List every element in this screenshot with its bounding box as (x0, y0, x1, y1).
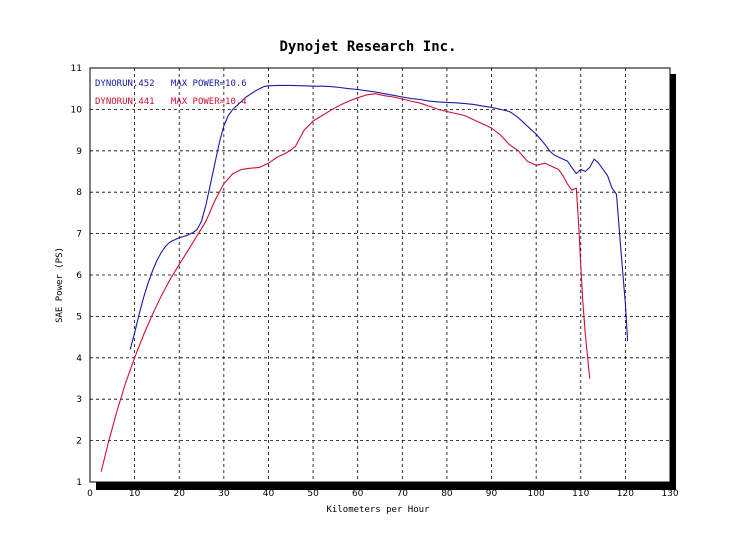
y-tick-label: 7 (76, 230, 82, 240)
legend-entry-1: DYNORUN.452 MAX POWER=10.6 (95, 79, 247, 89)
x-tick-label: 20 (174, 489, 186, 499)
x-tick-label: 110 (572, 489, 589, 499)
y-tick-label: 5 (76, 312, 82, 322)
tick-labels: 0 10 20 30 40 50 60 70 80 90 100 110 120 130 1 2 3 4 5 6 7 8 9… (71, 64, 679, 499)
x-tick-label: 0 (87, 489, 93, 499)
x-tick-label: 120 (617, 489, 634, 499)
y-tick-label: 8 (76, 188, 82, 198)
x-tick-label: 130 (661, 489, 678, 499)
x-tick-label: 50 (307, 489, 319, 499)
y-tick-label: 11 (71, 64, 82, 74)
x-tick-label: 70 (397, 489, 409, 499)
y-axis-label: SAE Power (PS) (55, 247, 65, 323)
legend: DYNORUN.452 MAX POWER=10.6 DYNORUN.441 MA… (95, 79, 247, 107)
series-layer (100, 84, 629, 472)
series-line-2 (100, 93, 591, 472)
y-tick-label: 3 (76, 395, 82, 405)
y-tick-label: 1 (76, 478, 82, 488)
x-tick-label: 90 (486, 489, 498, 499)
x-axis-label: Kilometers per Hour (327, 505, 431, 515)
y-tick-label: 10 (71, 105, 83, 115)
x-tick-label: 80 (441, 489, 453, 499)
series-line-1 (129, 84, 629, 350)
x-tick-label: 10 (129, 489, 141, 499)
x-tick-label: 30 (218, 489, 230, 499)
x-tick-label: 60 (352, 489, 364, 499)
y-tick-label: 9 (76, 147, 82, 157)
grid-lines (90, 68, 670, 482)
y-tick-label: 6 (76, 271, 82, 281)
chart-title: Dynojet Research Inc. (279, 39, 456, 55)
x-tick-label: 100 (528, 489, 545, 499)
y-tick-label: 2 (76, 437, 82, 447)
legend-entry-2: DYNORUN.441 MAX POWER=10.4 (95, 97, 247, 107)
x-tick-label: 40 (263, 489, 275, 499)
y-tick-label: 4 (76, 354, 82, 364)
